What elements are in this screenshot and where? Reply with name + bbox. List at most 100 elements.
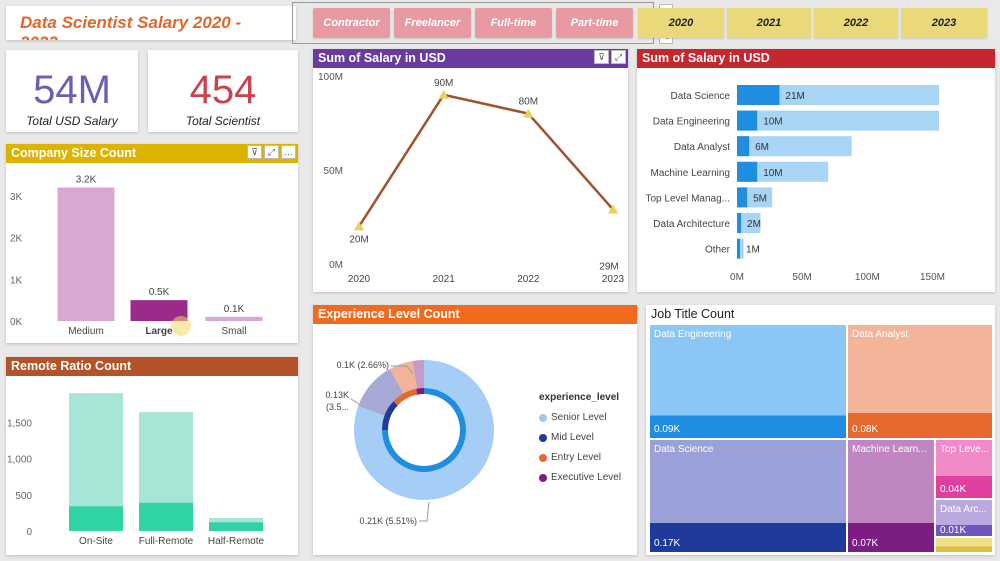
data-label: 0.5K [149,287,170,298]
filter-icon[interactable]: ⊽ [247,145,262,159]
treemap-cell-name: Machine Learn... [852,444,927,455]
legend-dot [539,453,547,462]
treemap-cell-name: Data Engineering [654,329,732,340]
experience-legend: experience_level Senior Level Mid Level … [539,392,621,483]
bar-value [737,85,780,105]
year-2021-button[interactable]: 2021 [727,8,811,38]
treemap-cell-value: 0.07K [852,538,879,549]
year-2023-button[interactable]: 2023 [901,8,987,38]
legend-item-entry[interactable]: Entry Level [539,452,621,463]
data-label: 0.1K [224,304,245,315]
y-tick-label: Data Science [671,91,731,102]
x-tick-label: Full-Remote [139,536,194,547]
y-tick-label: Data Engineering [653,117,730,128]
legend-item-mid[interactable]: Mid Level [539,432,621,443]
cursor-highlight [171,316,191,336]
data-label: 1M [746,245,760,256]
treemap-cell-name: Data Arc... [940,504,987,515]
treemap-cell-name: Data Science [654,444,714,455]
data-label: 29M [599,261,618,272]
experience-level-card: Experience Level Count 0.1K (2.66%) 0.13K… [313,305,637,555]
slicer-full-time[interactable]: Full-time [475,8,552,38]
treemap-cell-other[interactable] [936,538,992,552]
data-label: 0.13K [325,390,349,400]
y-tick-label: 1,500 [7,418,32,429]
slicer-contractor[interactable]: Contractor [313,8,390,38]
kpi-total-salary-value: 54M [33,68,111,112]
bar-segment [69,506,123,531]
company-size-title: Company Size Count [6,144,298,163]
treemap-cell[interactable]: Data Engineering 0.09K [650,325,846,438]
treemap-cell[interactable]: Data Arc... 0.01K [936,500,992,536]
bar-value [737,136,750,157]
data-label: 3.2K [76,175,97,186]
year-2020-button[interactable]: 2020 [638,8,724,38]
treemap-cell[interactable]: Data Analyst 0.08K [848,325,992,438]
x-tick-label: 50M [792,272,811,283]
treemap-cell[interactable]: Data Science 0.17K [650,440,846,552]
x-tick-label: 2023 [602,274,625,285]
legend-label: Entry Level [551,452,602,463]
line-point [354,221,364,231]
bar-background [737,85,939,105]
focus-mode-icon[interactable]: ⤢ [264,145,279,159]
treemap-cell-value: 0.08K [852,424,879,435]
visual-toolbar: ⊽ ⤢ [594,50,626,64]
donut-outer-slice [354,360,494,500]
leader-line [391,365,414,375]
y-tick-label: 0 [26,527,32,538]
treemap-cell-value: 0.17K [654,538,681,549]
y-tick-label: Top Level Manag... [646,193,731,204]
legend-item-senior[interactable]: Senior Level [539,412,621,423]
experience-level-title: Experience Level Count [313,305,637,324]
kpi-total-scientist-value: 454 [189,68,257,112]
legend-label: Executive Level [551,472,622,483]
treemap-cell[interactable]: Machine Learn... 0.07K [848,440,934,552]
x-tick-label: Large [145,326,173,337]
more-options-icon[interactable]: … [281,145,296,159]
x-tick-label: Small [221,326,246,337]
data-label: 2M [747,219,761,230]
x-tick-label: 2020 [348,274,371,285]
treemap-cell-value: 0.09K [654,424,681,435]
legend-item-executive[interactable]: Executive Level [539,472,621,483]
x-tick-label: 0M [730,272,744,283]
slicer-part-time[interactable]: Part-time [556,8,633,38]
bar-value [737,161,758,182]
leader-line [419,501,430,522]
treemap-cell[interactable]: Top Leve... 0.04K [936,440,992,498]
legend-label: Senior Level [551,412,607,423]
bar-large [130,300,188,321]
donut-outer-slice [412,360,424,389]
company-size-chart: 0K 1K 2K 3K 3.2K Medium 0.5K Large 0.1K Small [10,175,263,337]
data-label: (3.5... [326,402,349,412]
salary-by-year-chart: 0M 50M 100M 20M 2020 90M 2021 80M 2022 29M 2023 [318,72,625,285]
kpi-total-scientist: 454 Total Scientist [148,50,298,132]
bar-background [737,161,829,182]
salary-by-job-chart: Data Science 21M Data Engineering 10M Data A… [646,85,945,283]
filter-icon[interactable]: ⊽ [594,50,609,64]
y-tick-label: Data Architecture [653,219,730,230]
bar-background [737,238,744,259]
y-tick-label: Other [705,245,731,256]
legend-dot [539,473,547,482]
bar-background [737,110,939,131]
kpi-total-salary: 54M Total USD Salary [6,50,138,132]
donut-outer-slice [358,368,404,416]
treemap-cell-name: Top Leve... [940,444,989,455]
data-label: 10M [763,168,782,179]
job-title-card: Job Title Count Data Engineering 0.09K D… [646,305,995,555]
y-tick-label: 1K [10,275,23,286]
legend-title: experience_level [539,392,620,403]
x-tick-label: On-Site [79,536,113,547]
data-label: 90M [434,78,453,89]
treemap-cell-value: 0.04K [940,484,967,495]
data-label: 0.1K (2.66%) [336,360,389,370]
dashboard-title: Data Scientist Salary 2020 - 2023 [6,6,296,40]
y-tick-label: 2K [10,234,23,245]
data-label: 5M [753,193,767,204]
year-2022-button[interactable]: 2022 [814,8,898,38]
slicer-freelancer[interactable]: Freelancer [394,8,471,38]
data-label: 21M [785,91,804,102]
focus-mode-icon[interactable]: ⤢ [611,50,626,64]
